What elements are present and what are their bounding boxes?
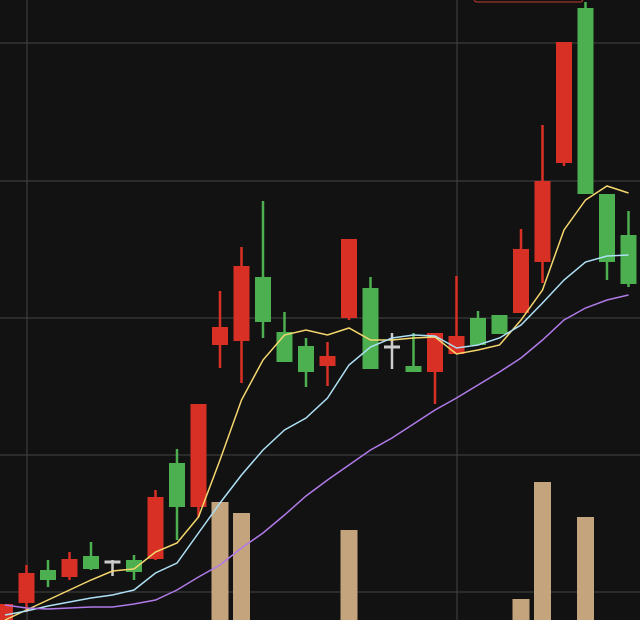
candle-body: [620, 235, 637, 284]
volume-bar: [512, 599, 530, 620]
volume-bar: [340, 530, 358, 620]
candle-doji: [384, 345, 400, 349]
candle-body: [405, 366, 422, 372]
candle-body: [276, 332, 293, 362]
candle-body: [491, 315, 508, 334]
candle-body: [190, 404, 207, 507]
volume-bar: [233, 513, 250, 620]
candle-body: [513, 249, 529, 313]
candle-body: [18, 573, 35, 603]
candle-body: [470, 318, 486, 345]
volume-bar: [211, 502, 229, 620]
candle-body: [147, 497, 164, 559]
candle-body: [61, 559, 78, 577]
candle-body: [255, 277, 271, 322]
candle-body: [83, 556, 99, 569]
ma-slow-line: [4, 294, 629, 610]
candle-body: [448, 336, 465, 354]
candle-body: [298, 346, 314, 372]
candle-body: [212, 327, 228, 345]
highlight-marker: [473, 0, 584, 3]
candle-body: [0, 604, 13, 620]
candle-doji: [104, 560, 121, 564]
candle-body: [577, 8, 594, 194]
candle-body: [233, 266, 250, 341]
candle-body: [599, 194, 615, 262]
volume-bar: [534, 482, 551, 620]
candle-body: [534, 181, 551, 262]
candle-body: [556, 42, 572, 163]
candle-body: [362, 288, 379, 369]
candle-body: [341, 239, 357, 318]
candle-body: [169, 463, 185, 507]
candle-body: [427, 333, 443, 372]
ma-mid-line: [4, 254, 629, 616]
ma-fast-line: [4, 185, 629, 620]
volume-bar: [577, 517, 594, 620]
candle-body: [40, 570, 56, 580]
candle-body: [319, 356, 336, 366]
